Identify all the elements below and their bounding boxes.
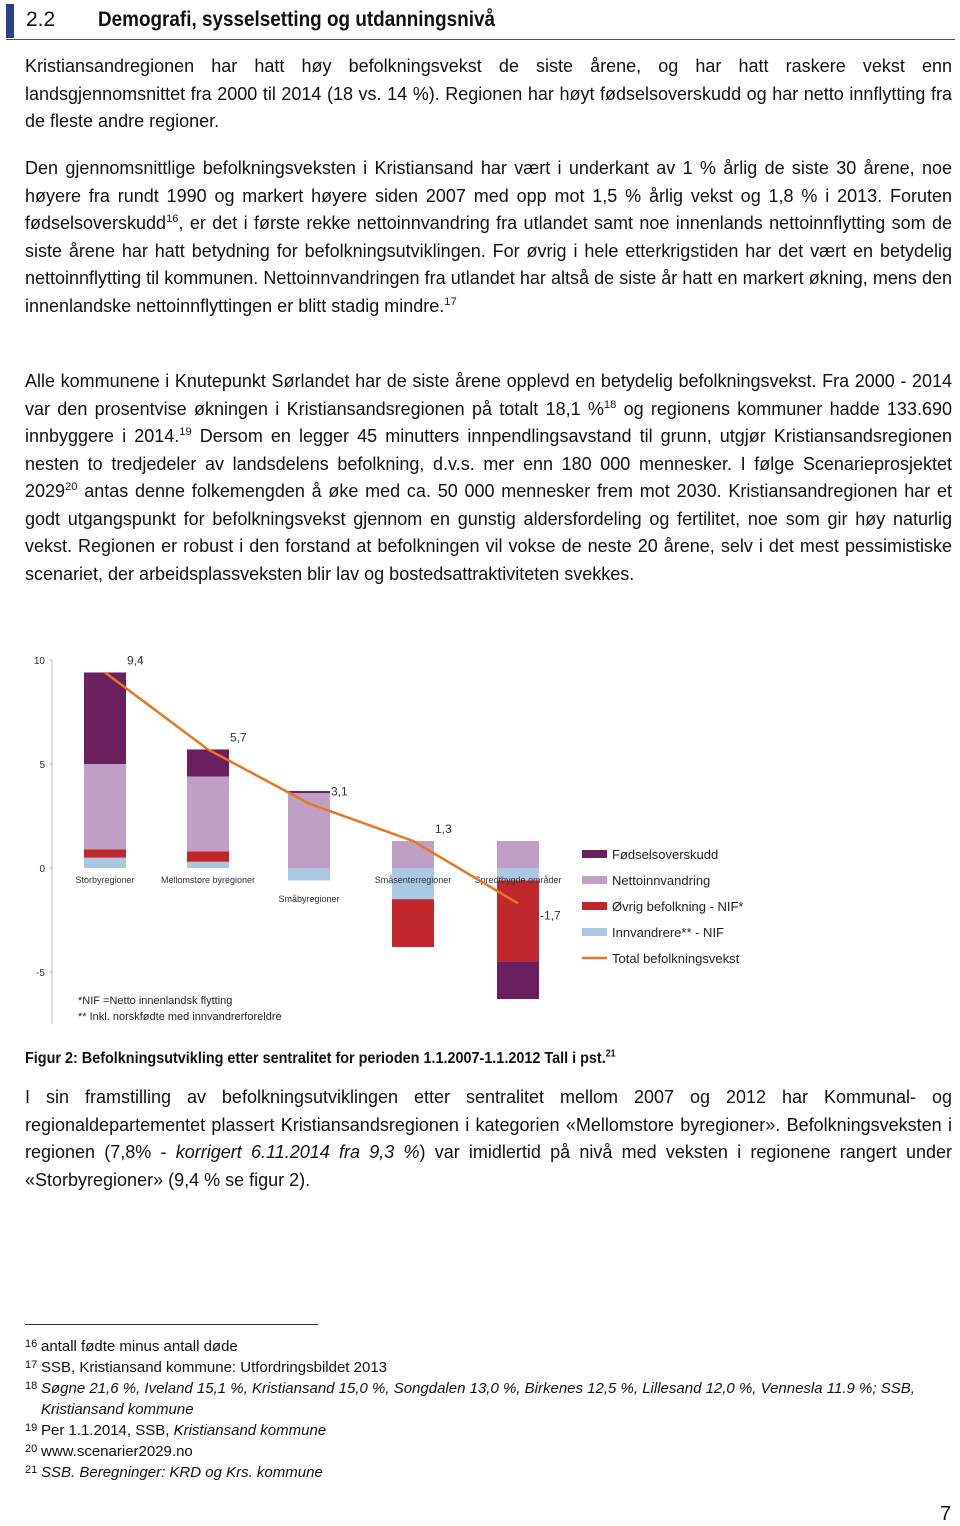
- footnote-number: 20: [25, 1443, 38, 1455]
- chart-note: *NIF =Netto innenlandsk flytting: [78, 995, 232, 1007]
- category-label: Spredtbygde områder: [474, 875, 561, 885]
- text-run: og regionens kommuner hadde 133.690 innb…: [25, 398, 952, 447]
- header-bar: [6, 4, 14, 38]
- bar-segment: [497, 868, 539, 881]
- caption-sup: 21: [605, 1048, 616, 1060]
- bar-segment: [84, 857, 126, 868]
- bar-segment: [84, 672, 126, 764]
- section-number: 2.2: [26, 8, 56, 31]
- footnote-ref: 20: [65, 481, 78, 493]
- figure-caption: Figur 2: Befolkningsutvikling etter sent…: [25, 1048, 616, 1068]
- legend-label: Innvandrere** - NIF: [612, 925, 724, 940]
- y-tick-label: 10: [34, 656, 46, 667]
- header-rule: [6, 39, 955, 40]
- footnote-rule: [25, 1324, 318, 1325]
- footnote: 16 antall fødte minus antall døde: [25, 1336, 935, 1357]
- total-line: [104, 671, 519, 905]
- footnote: 19 Per 1.1.2014, SSB, Kristiansand kommun…: [25, 1420, 935, 1441]
- line-value-label: 9,4: [127, 653, 144, 667]
- paragraph: Kristiansandregionen har hatt høy befolk…: [25, 53, 952, 136]
- page-number: 7: [940, 1503, 952, 1525]
- footnote: 17 SSB, Kristiansand kommune: Utfordrings…: [25, 1357, 935, 1378]
- legend-label: Øvrig befolkning - NIF*: [612, 899, 744, 914]
- footnote: 20 www.scenarier2029.no: [25, 1441, 935, 1462]
- footnote-number: 16: [25, 1338, 38, 1350]
- footnote-ref: 19: [179, 426, 192, 438]
- category-label: Småsenterregioner: [375, 875, 452, 885]
- bar-segment: [392, 899, 434, 948]
- text-run: Dersom en legger 45 minutters innpendlin…: [25, 426, 952, 501]
- legend-label: Nettoinnvandring: [612, 873, 710, 888]
- category-label: Mellomstore byregioner: [161, 875, 255, 885]
- footnote: 18 Søgne 21,6 %, Iveland 15,1 %, Kristian…: [25, 1378, 935, 1420]
- footnote-ref: 18: [603, 398, 617, 411]
- section-title: Demografi, sysselsetting og utdanningsni…: [98, 8, 495, 31]
- footnote-text: antall fødte minus antall døde: [41, 1336, 935, 1357]
- text-run: , er det i første rekke nettoinnvandring…: [25, 213, 952, 316]
- text-run: www.scenarier2029.no: [41, 1443, 193, 1460]
- italic-run: SSB. Beregninger: KRD og Krs. kommune: [41, 1464, 323, 1481]
- text-run: Kristiansandregionen har hatt høy befolk…: [25, 56, 952, 131]
- text-run: SSB, Kristiansand kommune: Utfordringsbi…: [41, 1359, 388, 1376]
- footnote-text: Søgne 21,6 %, Iveland 15,1 %, Kristiansa…: [41, 1378, 935, 1420]
- line-value-label: 5,7: [230, 730, 247, 744]
- bar-segment: [497, 880, 539, 962]
- footnote-text: Per 1.1.2014, SSB, Kristiansand kommune: [41, 1420, 935, 1441]
- paragraph: I sin framstilling av befolkningsutvikli…: [25, 1084, 952, 1194]
- text-run: ) var imidlertid på nivå med veksten i r…: [25, 1142, 952, 1190]
- y-tick-label: 0: [39, 864, 45, 875]
- line-value-label: -1,7: [540, 908, 561, 922]
- text-run: Den gjennomsnittlige befolkningsveksten …: [25, 158, 952, 233]
- legend-swatch: [582, 876, 607, 884]
- y-tick-label: -5: [36, 968, 45, 979]
- paragraph: Alle kommunene i Knutepunkt Sørlandet ha…: [25, 368, 952, 588]
- footnote-number: 21: [25, 1464, 38, 1476]
- bar-segment: [497, 961, 539, 1000]
- legend-swatch: [582, 850, 607, 858]
- legend-label: Fødselsoverskudd: [612, 847, 718, 862]
- caption-text: Figur 2: Befolkningsutvikling etter sent…: [25, 1050, 606, 1067]
- bar-segment: [187, 749, 229, 777]
- legend-swatch: [582, 928, 607, 936]
- footnote-text: SSB. Beregninger: KRD og Krs. kommune: [41, 1462, 935, 1483]
- footnote-number: 17: [25, 1359, 38, 1371]
- text-run: antall fødte minus antall døde: [41, 1338, 238, 1355]
- bar-segment: [392, 868, 434, 900]
- chart: 10 5 0 -5 Storbyregioner Mellomstore byregion…: [34, 653, 744, 1024]
- italic-run: Søgne 21,6 %, Iveland 15,1 %, Kristiansa…: [41, 1380, 915, 1418]
- bar-segment: [187, 861, 229, 868]
- footnote-text: www.scenarier2029.no: [41, 1441, 935, 1462]
- line-value-label: 1,3: [435, 822, 452, 836]
- paragraph: Den gjennomsnittlige befolkningsveksten …: [25, 155, 952, 320]
- y-tick-label: 5: [39, 760, 45, 771]
- legend-swatch: [582, 902, 607, 910]
- bar-segment: [288, 791, 330, 794]
- bar-segment: [288, 868, 330, 881]
- italic-run: Kristiansand kommune: [173, 1422, 327, 1439]
- footnote-ref: 16: [166, 213, 179, 225]
- footnote: 21 SSB. Beregninger: KRD og Krs. kommune: [25, 1462, 935, 1483]
- bar-segment: [187, 776, 229, 852]
- bar-segment: [288, 793, 330, 868]
- text-run: antas denne folkemengden å øke med ca. 5…: [25, 481, 952, 584]
- footnote-text: SSB, Kristiansand kommune: Utfordringsbi…: [41, 1357, 935, 1378]
- category-label: Storbyregioner: [75, 875, 134, 885]
- text-run: Per 1.1.2014, SSB,: [41, 1422, 174, 1439]
- text-run: Alle kommunene i Knutepunkt Sørlandet ha…: [25, 371, 952, 419]
- bar-segment: [84, 764, 126, 850]
- footnote-number: 18: [25, 1380, 38, 1392]
- bar-segment: [392, 840, 434, 868]
- text-run: I sin framstilling av befolkningsutvikli…: [25, 1087, 952, 1162]
- line-value-label: 3,1: [331, 785, 348, 799]
- bar-segment: [84, 849, 126, 858]
- category-label: Småbyregioner: [278, 894, 339, 904]
- bar-segment: [187, 851, 229, 862]
- italic-run: korrigert 6.11.2014 fra 9,3 %: [175, 1142, 420, 1162]
- bar-segment: [497, 840, 539, 868]
- footnote-ref: 17: [444, 295, 457, 308]
- legend-label: Total befolkningsvekst: [612, 951, 740, 966]
- chart-note: ** Inkl. norskfødte med innvandrerforeld…: [78, 1011, 282, 1023]
- footnote-number: 19: [25, 1422, 38, 1434]
